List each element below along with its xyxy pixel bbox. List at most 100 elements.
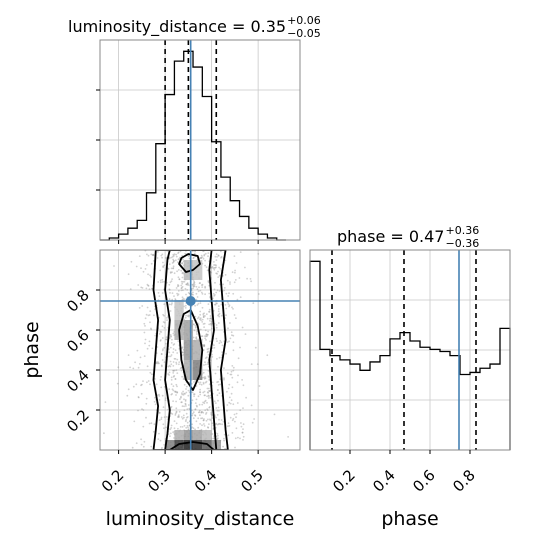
joint-scatter-point bbox=[188, 315, 190, 318]
joint-scatter-point bbox=[202, 323, 205, 325]
joint-scatter-point bbox=[198, 383, 201, 385]
joint-scatter-point bbox=[170, 303, 173, 306]
joint-scatter-point bbox=[218, 418, 220, 421]
joint-scatter-point bbox=[180, 287, 183, 289]
joint-scatter-point bbox=[249, 278, 252, 280]
joint-scatter-point bbox=[146, 283, 149, 286]
joint-scatter-point bbox=[201, 286, 204, 288]
joint-scatter-point bbox=[200, 319, 202, 322]
joint-scatter-point bbox=[146, 365, 149, 368]
joint-scatter-point bbox=[171, 338, 173, 341]
joint-scatter-point bbox=[185, 405, 187, 407]
joint-scatter-point bbox=[181, 417, 184, 420]
joint-scatter-point bbox=[154, 403, 157, 406]
joint-scatter-point bbox=[235, 427, 238, 430]
joint-scatter-point bbox=[181, 354, 184, 357]
joint-scatter-point bbox=[158, 295, 161, 297]
joint-scatter-point bbox=[180, 401, 183, 404]
joint-scatter-point bbox=[175, 407, 178, 410]
joint-scatter-point bbox=[171, 271, 173, 274]
phase-title: phase = 0.47 bbox=[337, 227, 444, 246]
joint-scatter-point bbox=[231, 376, 234, 379]
joint-scatter-point bbox=[171, 298, 174, 301]
joint-scatter-point bbox=[187, 314, 190, 317]
joint-scatter-point bbox=[183, 280, 186, 283]
joint-scatter-point bbox=[155, 362, 158, 365]
joint-scatter-point bbox=[168, 303, 171, 306]
joint-contour-1 bbox=[164, 250, 218, 450]
joint-scatter-point bbox=[208, 406, 211, 408]
joint-scatter-point bbox=[208, 292, 211, 295]
joint-scatter-point bbox=[207, 303, 210, 305]
joint-scatter-point bbox=[200, 291, 203, 294]
joint-scatter-point bbox=[250, 280, 253, 283]
joint-scatter-point bbox=[217, 310, 220, 313]
joint-scatter-point bbox=[160, 418, 163, 420]
joint-scatter-point bbox=[204, 394, 206, 397]
joint-scatter-point bbox=[202, 411, 205, 414]
joint-scatter-point bbox=[215, 324, 218, 326]
joint-scatter-point bbox=[204, 293, 207, 296]
joint-scatter-point bbox=[201, 335, 204, 337]
joint-scatter-point bbox=[198, 409, 201, 412]
joint-scatter-point bbox=[202, 345, 205, 347]
joint-scatter-point bbox=[174, 298, 177, 300]
joint-scatter-point bbox=[145, 416, 147, 419]
joint-scatter-point bbox=[203, 322, 206, 325]
joint-scatter-point bbox=[168, 388, 171, 390]
joint-scatter-point bbox=[157, 251, 159, 253]
joint-scatter-point bbox=[195, 285, 198, 288]
joint-scatter-point bbox=[192, 417, 195, 420]
joint-density-cell bbox=[165, 440, 175, 450]
joint-scatter-point bbox=[242, 439, 244, 441]
phase-hist-xtick-label-2: 0.6 bbox=[409, 466, 439, 496]
joint-scatter-point bbox=[162, 266, 165, 269]
joint-scatter-point bbox=[205, 333, 208, 335]
joint-scatter-point bbox=[175, 361, 178, 364]
ld-hist-grid bbox=[100, 40, 300, 240]
joint-scatter-point bbox=[210, 413, 213, 415]
joint-scatter-point bbox=[230, 331, 233, 334]
joint-scatter-point bbox=[170, 354, 173, 356]
joint-scatter-point bbox=[199, 393, 202, 396]
joint-scatter-point bbox=[156, 361, 158, 363]
joint-scatter-point bbox=[173, 420, 176, 422]
joint-scatter-point bbox=[232, 334, 235, 337]
joint-scatter-point bbox=[218, 266, 221, 269]
joint-scatter-point bbox=[184, 402, 187, 405]
joint-scatter-point bbox=[217, 254, 220, 257]
joint-scatter-point bbox=[206, 269, 209, 272]
joint-scatter-point bbox=[167, 408, 170, 411]
joint-scatter-point bbox=[183, 424, 186, 427]
joint-scatter-point bbox=[214, 294, 216, 296]
joint-scatter-point bbox=[193, 280, 196, 283]
joint-scatter-point bbox=[208, 406, 211, 409]
joint-scatter-point bbox=[180, 280, 183, 283]
joint-scatter-point bbox=[177, 269, 180, 271]
joint-scatter-point bbox=[226, 390, 228, 393]
joint-scatter-point bbox=[241, 326, 244, 329]
joint-scatter-point bbox=[181, 282, 184, 285]
joint-scatter-point bbox=[175, 390, 177, 393]
joint-scatter-point bbox=[226, 409, 228, 412]
joint-scatter-point bbox=[180, 369, 183, 372]
joint-scatter-point bbox=[217, 365, 219, 368]
joint-scatter-point bbox=[161, 325, 164, 328]
joint-scatter-point bbox=[179, 367, 182, 370]
joint-scatter-point bbox=[199, 313, 202, 316]
joint-scatter-point bbox=[143, 331, 146, 334]
joint-scatter-point bbox=[199, 328, 202, 331]
joint-scatter-point bbox=[204, 335, 206, 337]
joint-scatter-point bbox=[162, 348, 164, 350]
joint-scatter-point bbox=[242, 384, 245, 387]
joint-scatter-point bbox=[192, 287, 195, 290]
joint-scatter-point bbox=[177, 427, 179, 430]
joint-scatter-point bbox=[207, 350, 210, 353]
joint-scatter-point bbox=[228, 396, 231, 399]
joint-scatter-point bbox=[227, 422, 230, 425]
joint-scatter-point bbox=[169, 360, 172, 363]
joint-scatter-point bbox=[257, 253, 260, 255]
joint-scatter-point bbox=[164, 257, 167, 259]
joint-scatter-point bbox=[174, 349, 177, 352]
joint-scatter-point bbox=[226, 404, 229, 406]
